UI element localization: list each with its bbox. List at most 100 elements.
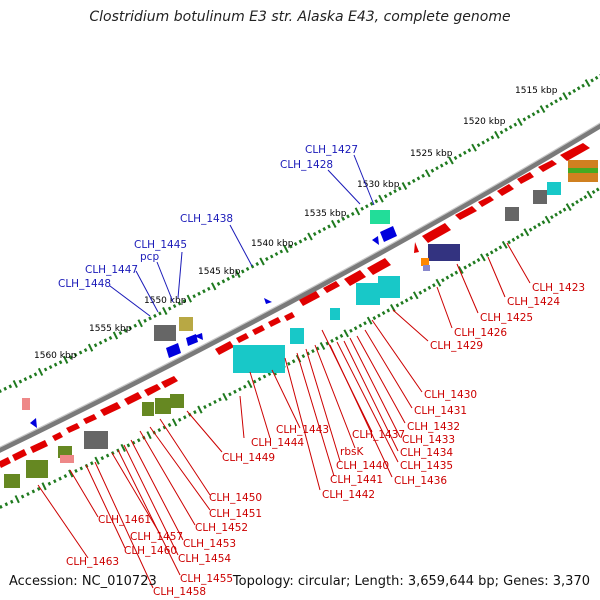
leader-line (111, 452, 161, 535)
major-tick (14, 495, 20, 504)
minor-tick (494, 247, 498, 252)
gene-arrow (66, 423, 80, 433)
minor-tick (444, 161, 449, 166)
gene-arrow (344, 270, 366, 286)
gene-label: CLH_1425 (480, 312, 533, 324)
minor-tick (472, 260, 476, 265)
minor-tick (203, 405, 207, 410)
leader-line (314, 344, 356, 449)
gene-arrow (30, 440, 48, 453)
leader-line (392, 309, 429, 342)
minor-tick (48, 365, 53, 370)
minor-tick (490, 135, 495, 140)
major-tick (412, 291, 419, 300)
minor-tick (90, 461, 94, 466)
minor-tick (441, 278, 445, 283)
leader-line (117, 449, 181, 576)
minor-tick (298, 239, 303, 244)
leader-line (249, 371, 271, 439)
minor-tick (350, 211, 355, 216)
major-tick (562, 92, 568, 100)
feature-box (290, 328, 304, 344)
major-tick (186, 294, 192, 303)
minor-tick (74, 468, 78, 473)
minor-tick (182, 299, 187, 304)
leader-line (353, 154, 375, 206)
major-tick (112, 331, 119, 340)
minor-tick (257, 377, 262, 382)
leader-line (156, 261, 174, 303)
minor-tick (207, 286, 211, 291)
gene-arrow (560, 143, 590, 161)
minor-tick (100, 456, 105, 461)
feature-box (60, 455, 74, 463)
major-tick (448, 156, 454, 165)
minor-tick (336, 219, 341, 224)
minor-tick (372, 316, 377, 321)
gene-label: CLH_1453 (183, 538, 236, 550)
leader-line (296, 352, 335, 477)
minor-tick (476, 143, 481, 148)
gene-arrow (194, 333, 203, 340)
minor-tick (397, 186, 402, 191)
minor-tick (409, 295, 414, 300)
gene-arrow (236, 333, 249, 343)
minor-tick (418, 290, 423, 295)
minor-tick (520, 232, 524, 237)
scale-label-1535: 1535 kbp (304, 209, 347, 219)
gene-label: CLH_1431 (414, 405, 467, 417)
minor-tick (10, 499, 14, 504)
minor-tick (68, 355, 73, 360)
major-tick (197, 405, 203, 414)
minor-tick (388, 191, 393, 196)
feature-box (84, 431, 108, 449)
major-tick (162, 306, 168, 316)
leader-line (85, 464, 126, 549)
minor-tick (549, 101, 554, 106)
minor-tick (111, 451, 115, 456)
minor-tick (454, 270, 459, 275)
forward-strand-genes (0, 143, 590, 468)
minor-tick (167, 422, 172, 427)
gene-label: pcp (140, 251, 159, 263)
minor-tick (325, 341, 330, 346)
major-tick (343, 329, 349, 338)
minor-tick (126, 443, 131, 448)
gene-arrow (478, 196, 494, 207)
gene-arrow (124, 392, 142, 405)
scale-label-1530: 1530 kbp (357, 180, 400, 190)
minor-tick (303, 237, 308, 241)
minor-tick (83, 348, 88, 353)
minor-tick (208, 402, 212, 407)
minor-tick (8, 384, 13, 389)
minor-tick (231, 274, 235, 279)
minor-tick (579, 197, 584, 202)
minor-tick (528, 227, 533, 232)
minor-tick (476, 258, 481, 262)
gene-arrow (367, 258, 391, 275)
genome-backbone-highlight (0, 122, 600, 448)
major-tick (235, 269, 241, 278)
minor-tick (531, 112, 536, 117)
major-tick (222, 392, 228, 401)
major-tick (37, 367, 44, 376)
major-tick (63, 355, 69, 364)
lower-scale-ticks (0, 186, 600, 509)
scale-labels: 1515 kbp 1520 kbp 1525 kbp 1530 kbp 1535… (34, 86, 558, 361)
minor-tick (240, 269, 245, 274)
gene-arrow (380, 226, 397, 242)
minor-tick (458, 153, 463, 158)
feature-box (533, 190, 547, 204)
leader-line (149, 426, 211, 511)
feature-box (179, 317, 193, 331)
major-tick (146, 431, 152, 440)
gene-label: rbsK (340, 446, 364, 458)
major-tick (283, 245, 289, 254)
gene-arrow (323, 281, 340, 293)
major-tick (12, 379, 18, 389)
leader-line (177, 251, 183, 299)
minor-tick (162, 425, 167, 430)
minor-tick (522, 117, 527, 122)
minor-tick (265, 257, 269, 261)
minor-tick (20, 494, 25, 499)
